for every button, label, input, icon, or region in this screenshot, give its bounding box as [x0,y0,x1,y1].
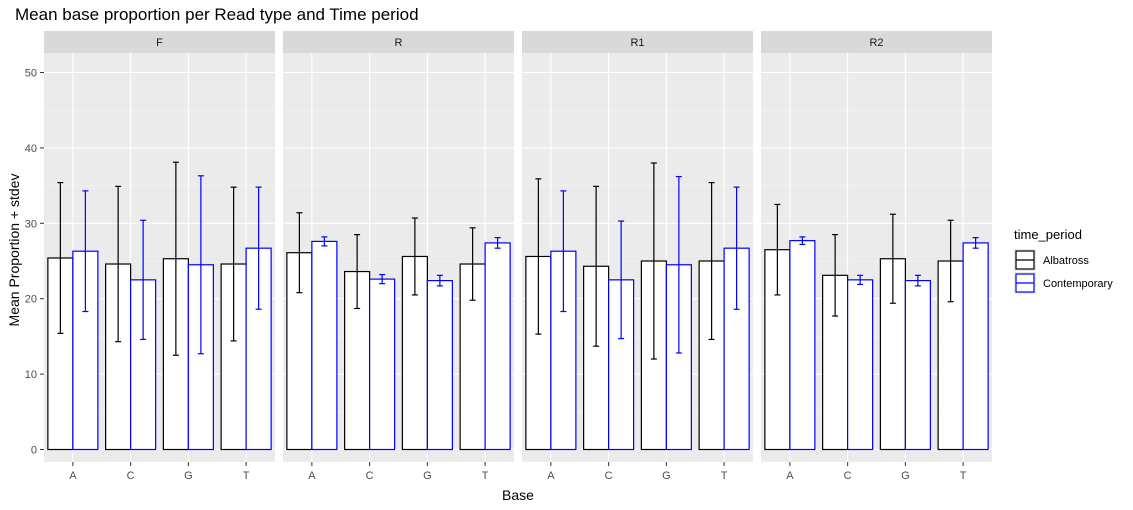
bar-contemporary-c [847,279,874,451]
x-axis-title: Base [502,487,534,503]
y-tick-label: 10 [25,369,37,381]
facet-panels: F A C G T R A C G T R1 A C G T R2 A C G T [44,31,992,482]
facet-strip [761,31,992,53]
x-tick-label: T [721,470,728,482]
legend-label: Albatross [1043,255,1089,267]
facet-strip [44,31,275,53]
facet-strip-label: R1 [630,37,644,49]
bar-contemporary-a [311,240,338,451]
bar-contemporary-g [426,280,453,451]
x-tick-label: A [547,470,555,482]
bar-contemporary-a [789,240,816,451]
y-axis: 0 10 20 30 40 50 [25,68,44,457]
bar-contemporary-c [369,278,396,451]
legend: time_period Albatross Contemporary [1014,227,1113,294]
facet-panel-r1: R1 A C G T [522,31,753,482]
facet-panel-f: F A C G T [44,31,275,482]
x-tick-label: C [127,470,135,482]
x-tick-label: T [960,470,967,482]
y-tick-label: 20 [25,294,37,306]
facet-strip [522,31,753,53]
x-tick-label: G [423,470,432,482]
x-tick-label: A [786,470,794,482]
facet-strip [283,31,514,53]
y-tick-label: 30 [25,218,37,230]
x-tick-label: C [366,470,374,482]
y-tick-label: 50 [25,68,37,80]
facet-strip-label: F [156,37,163,49]
bar-contemporary-g [904,280,931,451]
x-tick-label: C [844,470,852,482]
x-tick-label: A [308,470,316,482]
y-tick-label: 40 [25,143,37,155]
x-tick-label: T [243,470,250,482]
legend-label: Contemporary [1043,278,1113,290]
legend-title: time_period [1014,227,1082,242]
bar-contemporary-t [962,242,989,451]
facet-panel-r2: R2 A C G T [761,31,992,482]
facet-strip-label: R [395,37,403,49]
x-tick-label: T [482,470,489,482]
x-tick-label: A [69,470,77,482]
facet-panel-r: R A C G T [283,31,514,482]
y-axis-title: Mean Proportion + stdev [6,174,22,327]
y-tick-label: 0 [31,445,37,457]
x-tick-label: C [605,470,613,482]
x-tick-label: G [662,470,671,482]
facet-strip-label: R2 [869,37,883,49]
x-tick-label: G [901,470,910,482]
x-tick-label: G [184,470,193,482]
bar-contemporary-t [484,242,511,451]
chart-title: Mean base proportion per Read type and T… [15,5,419,24]
